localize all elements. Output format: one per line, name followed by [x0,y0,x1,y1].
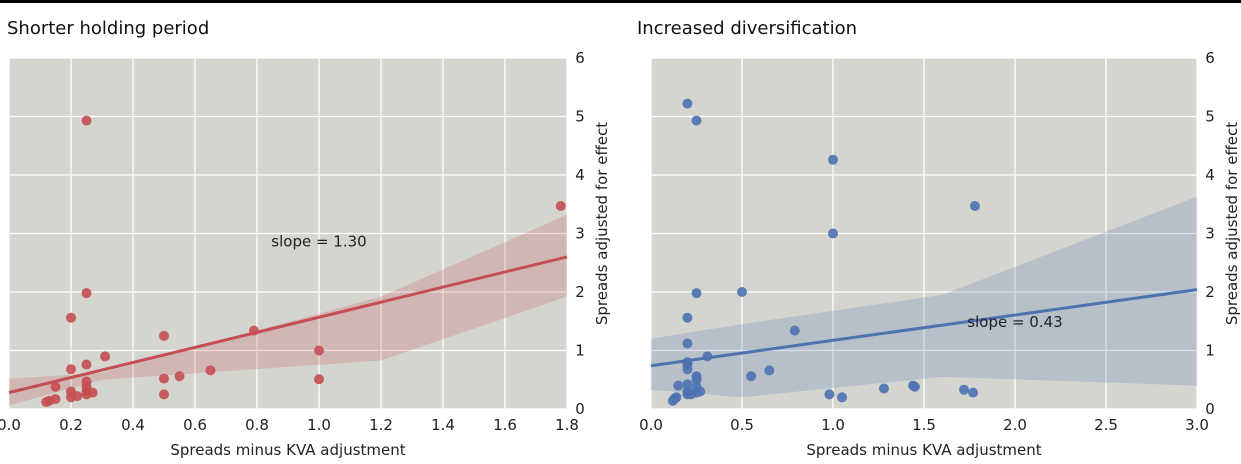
y-tick-label: 6 [1205,49,1215,67]
data-point [828,154,838,165]
data-point [682,379,693,390]
x-tick-label: 0.0 [0,416,21,434]
data-point [746,371,757,382]
x-tick-label: 0.8 [245,416,269,434]
chart-title: Shorter holding period [7,18,209,39]
data-point [908,380,919,391]
x-tick-label: 0.4 [121,416,145,434]
data-point [691,387,702,398]
x-tick-label: 0.5 [730,416,754,434]
data-point [764,365,775,376]
data-point [737,287,747,297]
data-point [673,380,684,391]
data-point [66,312,76,323]
x-tick-label: 1.6 [493,416,517,434]
data-point [81,359,92,370]
data-point [691,288,702,299]
y-tick-label: 3 [1205,225,1215,243]
x-tick-label: 1.0 [307,416,331,434]
x-axis-label: Spreads minus KVA adjustment [170,441,405,459]
x-axis-label: Spreads minus KVA adjustment [806,441,1041,459]
data-point [682,312,693,323]
data-point [669,393,680,404]
data-point [44,395,55,406]
data-point [81,288,92,299]
chart-title: Increased diversification [637,18,857,39]
data-point [878,383,889,394]
y-tick-label: 2 [575,283,585,301]
data-point [50,381,61,392]
x-tick-label: 1.8 [555,416,579,434]
chart-panel-1 [8,57,568,410]
data-point [828,228,838,239]
data-point [174,371,185,382]
data-point [314,345,324,356]
data-point [837,392,848,403]
y-tick-label: 4 [575,166,585,184]
data-point [81,389,92,400]
data-point [969,201,980,212]
data-point [248,325,259,336]
y-axis-label: Spreads adjusted for effect [1223,122,1241,325]
data-point [205,365,216,376]
data-point [159,389,169,400]
slope-annotation: slope = 1.30 [271,232,366,250]
y-tick-label: 0 [575,400,585,418]
confidence-band [9,214,567,406]
data-point [159,373,169,384]
chart-panel-2 [650,57,1198,410]
x-tick-label: 1.0 [821,416,845,434]
data-point [159,330,169,341]
x-tick-label: 1.4 [431,416,455,434]
data-point [824,389,835,400]
regression-line [650,288,1198,368]
y-tick-label: 4 [1205,166,1215,184]
y-tick-label: 5 [575,108,585,126]
y-tick-label: 2 [1205,283,1215,301]
data-point [682,389,693,400]
x-tick-label: 2.0 [1003,416,1027,434]
y-tick-label: 1 [575,342,585,360]
y-axis-label: Spreads adjusted for effect [593,122,611,325]
x-tick-label: 0.6 [183,416,207,434]
x-tick-label: 3.0 [1185,416,1209,434]
data-point [66,364,76,375]
top-rule [0,0,1241,3]
data-point [682,98,693,109]
y-tick-label: 1 [1205,342,1215,360]
y-tick-label: 0 [1205,400,1215,418]
x-tick-label: 2.5 [1094,416,1118,434]
x-tick-label: 1.5 [912,416,936,434]
y-tick-label: 6 [575,49,585,67]
data-point [100,351,111,362]
y-tick-label: 5 [1205,108,1215,126]
data-point [968,387,979,398]
slope-annotation: slope = 0.43 [967,313,1062,331]
data-point [682,364,693,375]
data-point [691,115,702,126]
data-point [691,374,702,385]
x-tick-label: 0.0 [639,416,663,434]
data-point [81,115,92,126]
data-point [959,384,970,395]
x-tick-label: 1.2 [369,416,393,434]
x-tick-label: 0.2 [59,416,83,434]
data-point [789,325,800,336]
y-tick-label: 3 [575,225,585,243]
data-point [314,374,324,385]
data-point [66,392,76,403]
regression-line [8,255,568,395]
data-point [682,338,693,349]
data-point [702,351,713,362]
data-point [555,201,566,212]
